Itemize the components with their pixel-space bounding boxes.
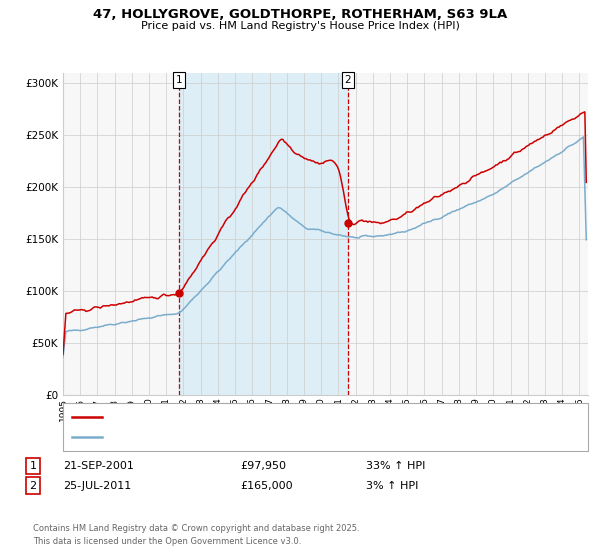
Text: 33% ↑ HPI: 33% ↑ HPI (366, 461, 425, 471)
Text: HPI: Average price, detached house, Barnsley: HPI: Average price, detached house, Barn… (108, 432, 336, 442)
Text: 1: 1 (29, 461, 37, 471)
Text: 47, HOLLYGROVE, GOLDTHORPE, ROTHERHAM, S63 9LA (detached house): 47, HOLLYGROVE, GOLDTHORPE, ROTHERHAM, S… (108, 413, 477, 422)
Text: 25-JUL-2011: 25-JUL-2011 (63, 480, 131, 491)
Bar (179, 73, 348, 395)
Text: This data is licensed under the Open Government Licence v3.0.: This data is licensed under the Open Gov… (33, 537, 301, 546)
Text: 21-SEP-2001: 21-SEP-2001 (63, 461, 134, 471)
Text: £165,000: £165,000 (240, 480, 293, 491)
Text: Contains HM Land Registry data © Crown copyright and database right 2025.: Contains HM Land Registry data © Crown c… (33, 524, 359, 533)
Text: 3% ↑ HPI: 3% ↑ HPI (366, 480, 418, 491)
Text: £97,950: £97,950 (240, 461, 286, 471)
Text: Price paid vs. HM Land Registry's House Price Index (HPI): Price paid vs. HM Land Registry's House … (140, 21, 460, 31)
Text: 1: 1 (175, 75, 182, 85)
Text: 2: 2 (29, 480, 37, 491)
Text: 47, HOLLYGROVE, GOLDTHORPE, ROTHERHAM, S63 9LA: 47, HOLLYGROVE, GOLDTHORPE, ROTHERHAM, S… (93, 8, 507, 21)
Text: 2: 2 (345, 75, 352, 85)
